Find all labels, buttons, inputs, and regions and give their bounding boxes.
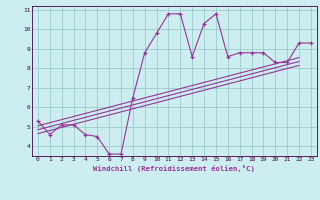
X-axis label: Windchill (Refroidissement éolien,°C): Windchill (Refroidissement éolien,°C) xyxy=(93,165,255,172)
